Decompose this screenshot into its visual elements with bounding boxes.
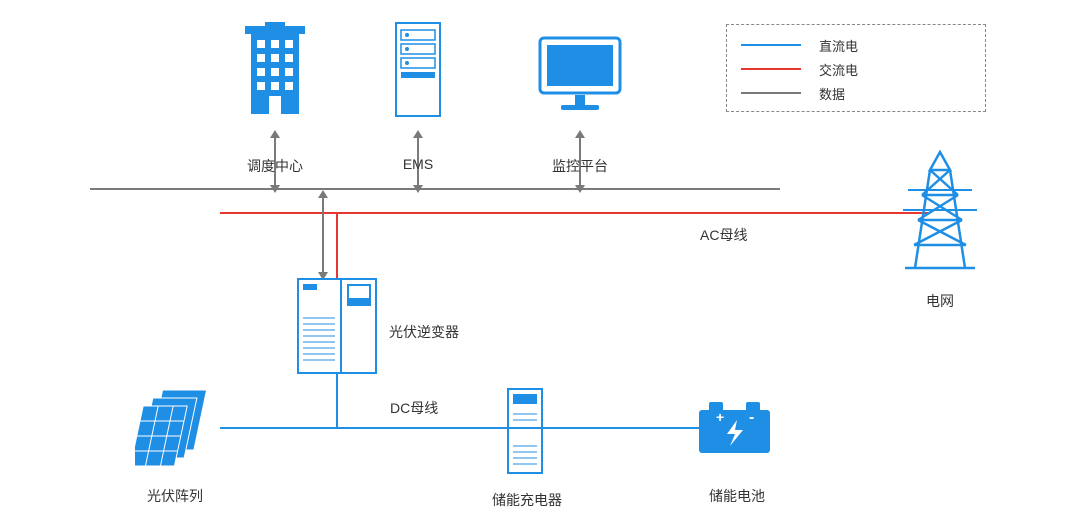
legend-item-data: 数据 [741, 81, 971, 105]
diagram-canvas: AC母线 DC母线 调度中心 EMS [0, 0, 1069, 526]
arrowhead-icon [413, 185, 423, 193]
dc-bus-label: DC母线 [390, 398, 438, 418]
legend-label: 交流电 [819, 60, 858, 79]
data-bus-line [90, 188, 780, 190]
legend-swatch [741, 92, 801, 94]
ac-bus-line [220, 212, 930, 214]
arrowhead-icon [575, 130, 585, 138]
power-tower-icon [900, 150, 980, 275]
legend-box: 直流电 交流电 数据 [726, 24, 986, 112]
legend-label: 数据 [819, 84, 845, 103]
dc-bus-line [220, 427, 735, 429]
node-storage-charger: 储能充电器 [507, 388, 543, 479]
arrowhead-icon [270, 130, 280, 138]
node-pv-array: 光伏阵列 [135, 388, 215, 473]
node-label: 储能电池 [692, 486, 782, 506]
legend-item-ac: 交流电 [741, 57, 971, 81]
node-label: 光伏逆变器 [389, 322, 459, 342]
node-label: 调度中心 [235, 156, 315, 176]
ac-bus-label: AC母线 [700, 225, 747, 245]
arrow-inverter-data [322, 193, 324, 275]
svg-text:+: + [716, 409, 724, 425]
node-ems: EMS [395, 22, 441, 122]
arrowhead-icon [575, 185, 585, 193]
inverter-cabinet-icon [297, 278, 377, 374]
dc-drop-inverter [336, 374, 338, 428]
node-power-grid: 电网 [900, 150, 980, 280]
building-icon [245, 22, 305, 117]
node-pv-inverter: 光伏逆变器 [297, 278, 377, 379]
server-rack-icon [395, 22, 441, 117]
node-label: 光伏阵列 [135, 486, 215, 506]
legend-swatch [741, 44, 801, 46]
node-label: 电网 [900, 291, 980, 311]
solar-panel-icon [135, 388, 220, 468]
arrowhead-icon [270, 185, 280, 193]
svg-text:-: - [749, 409, 754, 426]
arrowhead-icon [413, 130, 423, 138]
charger-cabinet-icon [507, 388, 543, 474]
legend-swatch [741, 68, 801, 70]
node-storage-battery: + - 储能电池 [697, 400, 772, 460]
node-monitor-platform: 监控平台 [537, 35, 623, 120]
legend-label: 直流电 [819, 36, 858, 55]
node-dispatch-center: 调度中心 [245, 22, 305, 122]
monitor-icon [537, 35, 623, 115]
node-label: 储能充电器 [482, 490, 572, 510]
battery-icon: + - [697, 400, 772, 455]
node-label: EMS [385, 156, 451, 172]
ac-drop-inverter [336, 212, 338, 278]
arrowhead-icon [318, 190, 328, 198]
legend-item-dc: 直流电 [741, 33, 971, 57]
node-label: 监控平台 [537, 156, 623, 176]
